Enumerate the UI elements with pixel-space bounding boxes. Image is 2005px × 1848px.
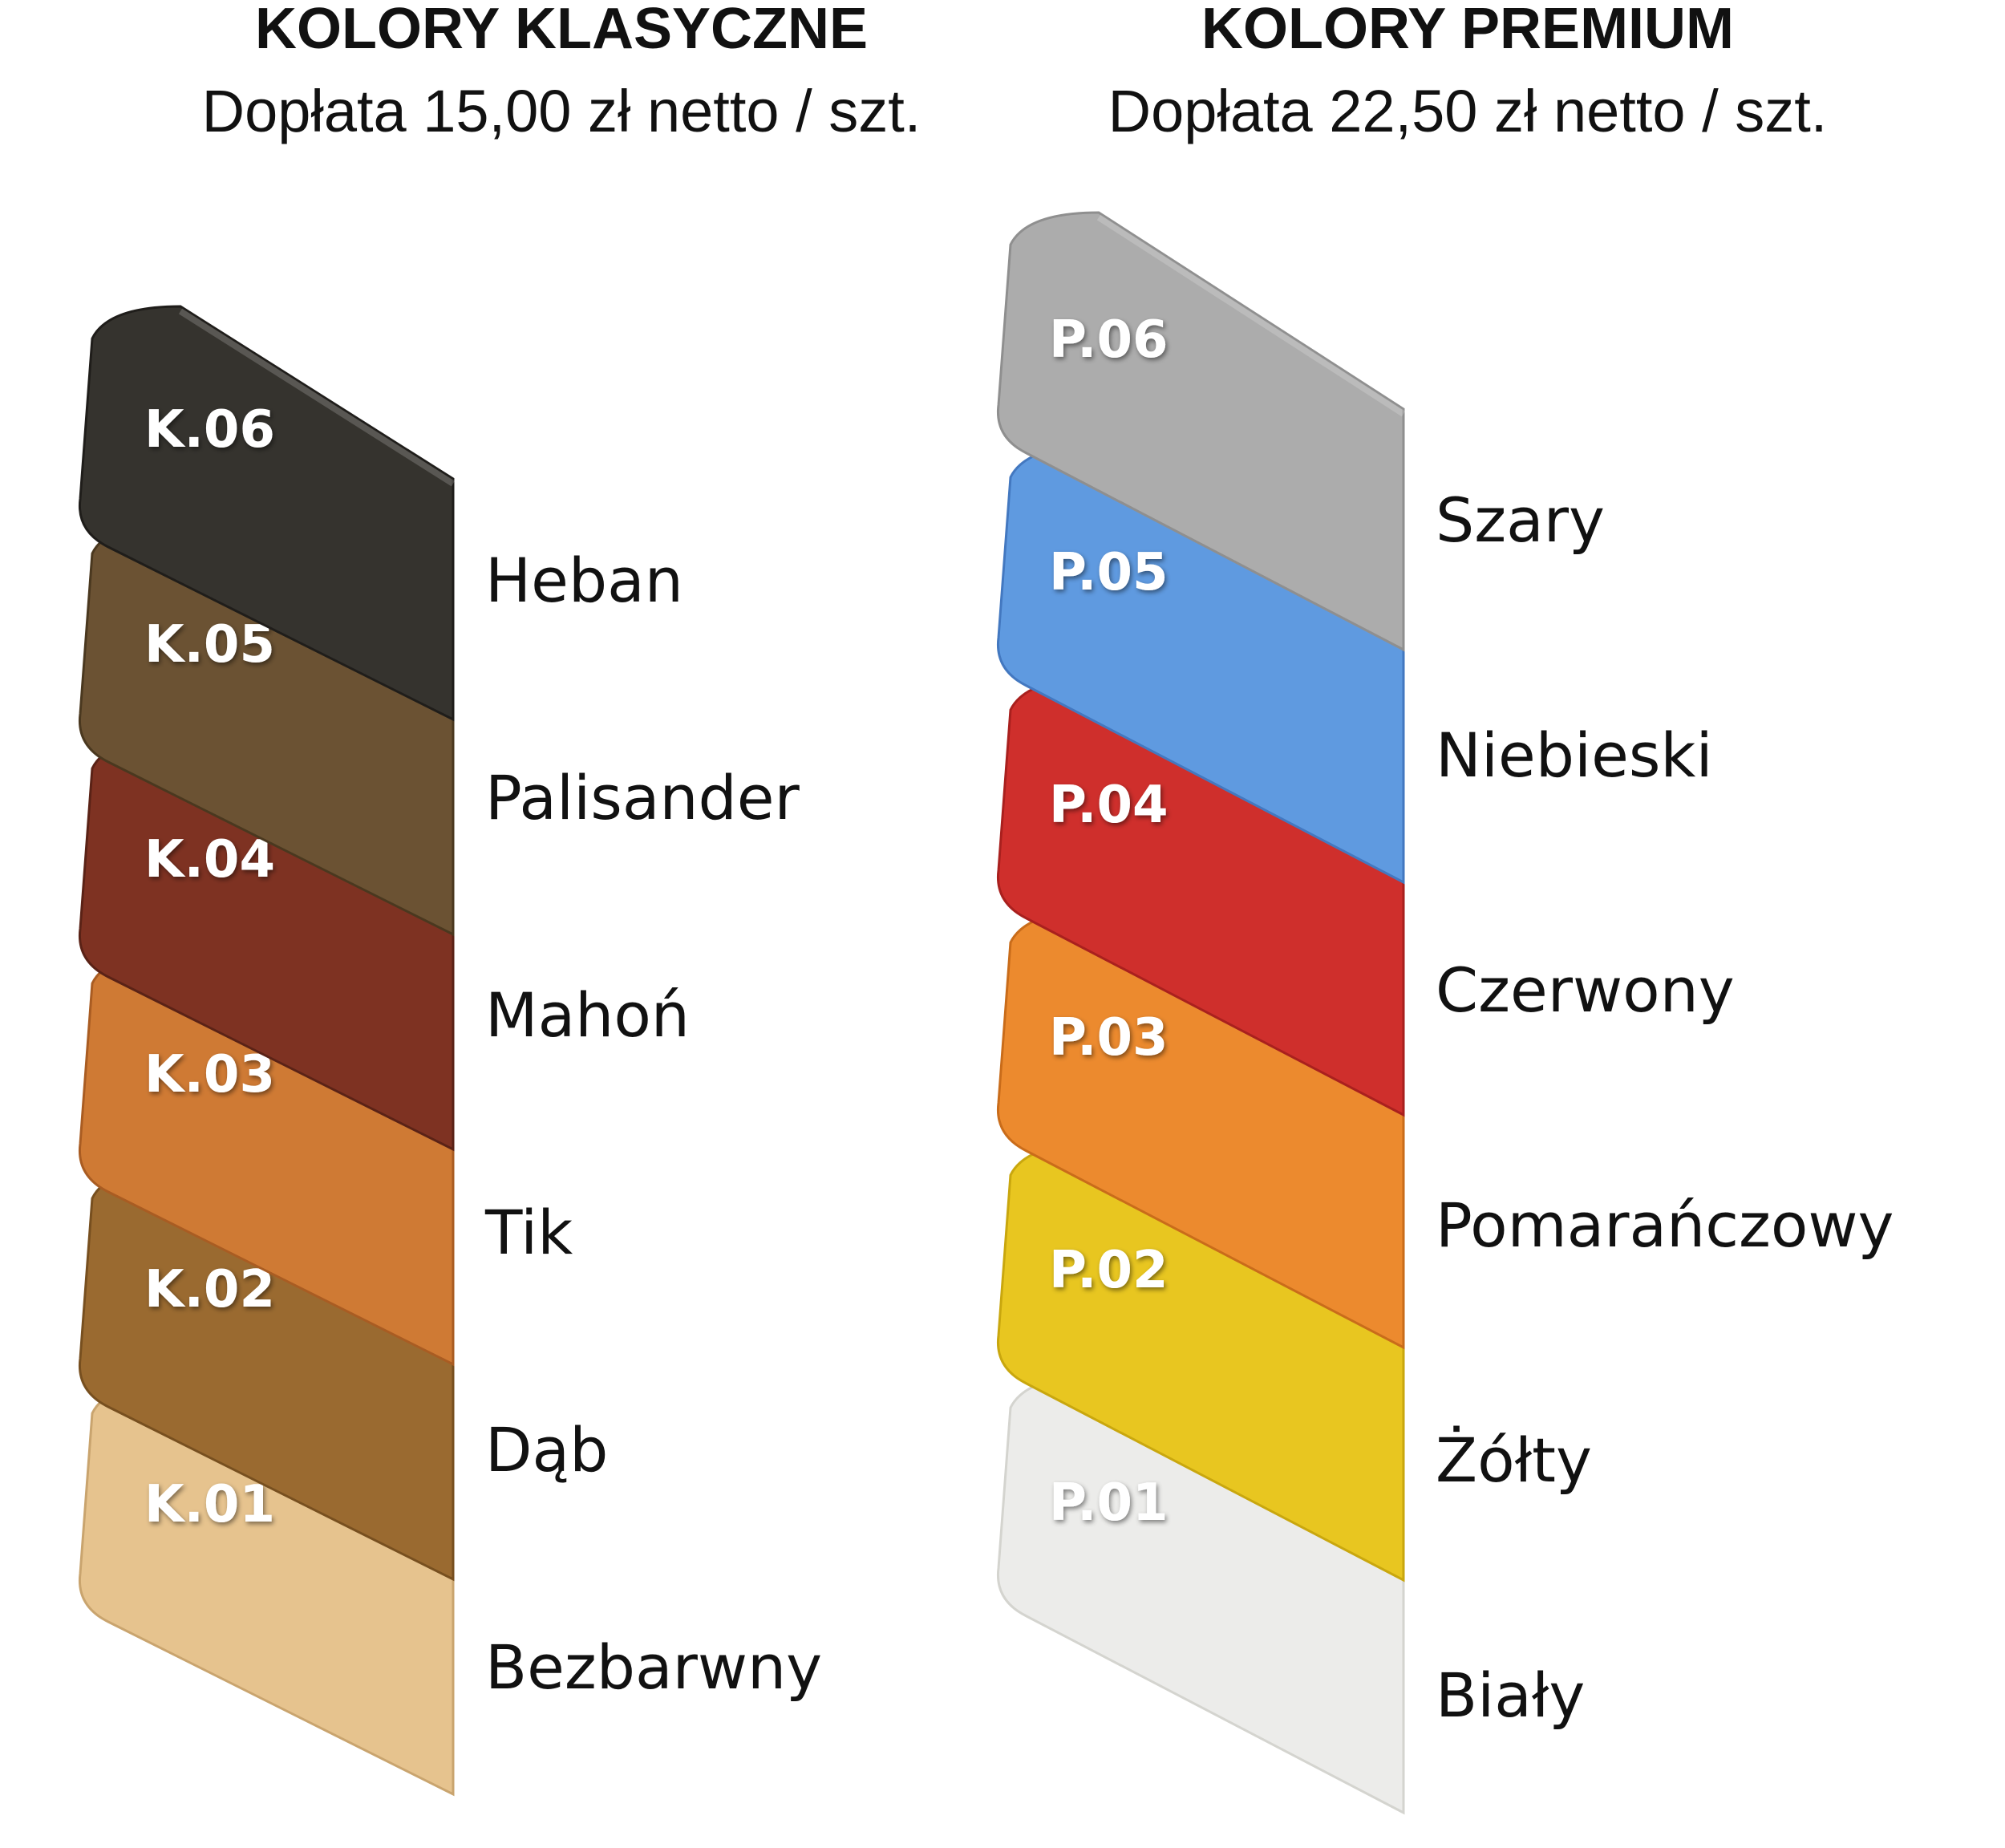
classic-code-label: K.03 bbox=[144, 1045, 275, 1104]
premium-code-label: P.05 bbox=[1049, 543, 1169, 602]
classic-color-name: Palisander bbox=[485, 762, 800, 833]
classic-swatch-group: K.01 K.02 K.03 K.04 K.05 K.06 Heban Palisander M… bbox=[78, 305, 822, 1797]
premium-swatch-group: P.01 P.02 P.03 P.04 P.05 P.06 Szary Niebieski Cz… bbox=[996, 211, 1894, 1815]
premium-color-name: Szary bbox=[1436, 484, 1605, 556]
premium-code-label: P.01 bbox=[1049, 1473, 1169, 1533]
premium-color-name: Niebieski bbox=[1436, 719, 1713, 791]
classic-color-name: Dąb bbox=[485, 1414, 608, 1485]
premium-color-name: Biały bbox=[1436, 1660, 1585, 1731]
classic-swatch-k06 bbox=[78, 305, 455, 722]
premium-surcharge: Dopłata 22,50 zł netto / szt. bbox=[1108, 78, 1828, 144]
premium-color-name: Żółty bbox=[1436, 1424, 1592, 1496]
classic-surcharge: Dopłata 15,00 zł netto / szt. bbox=[201, 78, 921, 144]
classic-code-label: K.02 bbox=[144, 1260, 275, 1319]
classic-color-name: Tik bbox=[484, 1197, 573, 1268]
premium-code-label: P.06 bbox=[1049, 310, 1169, 370]
premium-swatch-p06 bbox=[996, 211, 1405, 652]
premium-color-name: Pomarańczowy bbox=[1436, 1189, 1894, 1261]
premium-code-label: P.03 bbox=[1049, 1008, 1169, 1068]
classic-color-name: Heban bbox=[485, 545, 683, 616]
premium-code-label: P.02 bbox=[1049, 1241, 1169, 1300]
classic-colors-title: KOLORY KLASYCZNE bbox=[254, 0, 869, 61]
classic-swatch-highlight bbox=[178, 308, 456, 487]
premium-code-label: P.04 bbox=[1049, 776, 1169, 835]
classic-code-label: K.01 bbox=[144, 1475, 275, 1534]
classic-color-name: Bezbarwny bbox=[485, 1631, 822, 1703]
premium-colors-title: KOLORY PREMIUM bbox=[1201, 0, 1735, 61]
premium-color-name: Czerwony bbox=[1436, 954, 1735, 1026]
classic-code-label: K.05 bbox=[144, 615, 275, 675]
classic-code-label: K.04 bbox=[144, 830, 275, 890]
classic-color-name: Mahoń bbox=[485, 979, 690, 1051]
classic-code-label: K.06 bbox=[144, 400, 275, 460]
premium-swatch-highlight bbox=[1096, 214, 1406, 417]
